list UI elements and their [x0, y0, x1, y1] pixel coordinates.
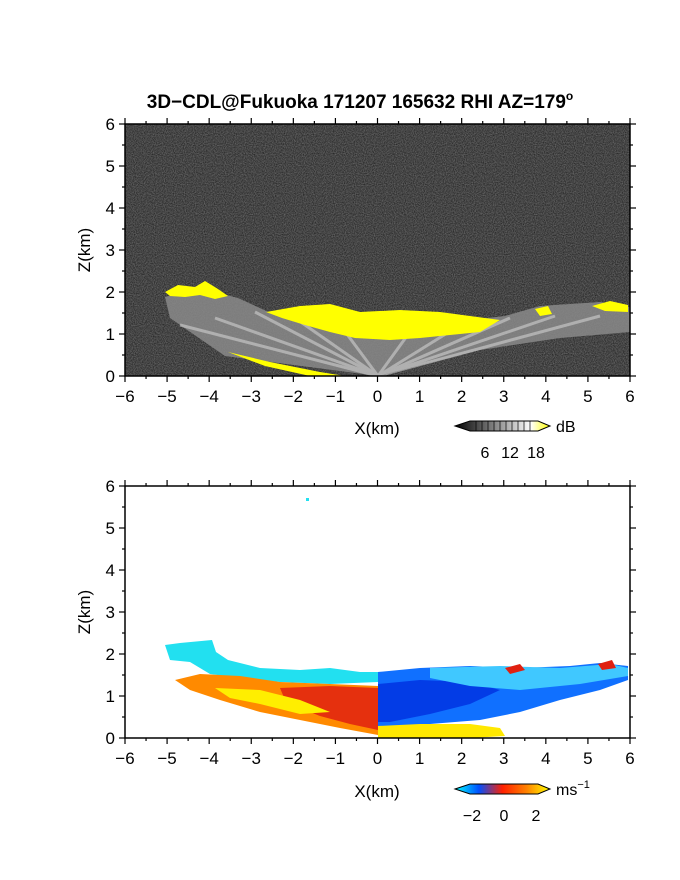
colorbar-tick: 6: [481, 445, 490, 462]
x-tick-label: −1: [326, 387, 345, 406]
red-core: [280, 686, 378, 730]
x-tick-label: 3: [499, 387, 508, 406]
axis-ticks: [119, 118, 636, 382]
x-tick-label: 5: [583, 387, 592, 406]
red-right-patch: [598, 660, 616, 670]
x-tick-label: 1: [415, 749, 424, 768]
y-tick-labels: 0 1 2 3 4 5 6: [106, 477, 115, 748]
colorbar-tick: 18: [527, 445, 545, 462]
patch-4km: [535, 306, 552, 316]
y-tick-label: 5: [106, 519, 115, 538]
colorbar-tick: 12: [501, 445, 519, 462]
colorbar-unit: dB: [556, 419, 576, 436]
x-tick-label: 2: [457, 387, 466, 406]
x-tick-label: 3: [499, 749, 508, 768]
light-blue-top: [430, 664, 628, 690]
x-tick-label: −1: [326, 749, 345, 768]
x-tick-label: 2: [457, 749, 466, 768]
reflectivity-colorbar: dB 6 12 18: [453, 419, 576, 462]
isolated-pixel: [306, 498, 309, 501]
x-tick-label: 4: [541, 749, 550, 768]
x-axis-label: X(km): [354, 419, 399, 438]
colorbar-unit: ms−1: [556, 779, 590, 799]
colorbar-tick: 2: [532, 808, 541, 825]
high-intensity-layer: [266, 304, 500, 340]
y-tick-label: 4: [106, 561, 115, 580]
y-tick-label: 2: [106, 645, 115, 664]
cloud-top-patch: [165, 281, 228, 299]
yellow-band: [215, 688, 330, 714]
x-tick-label: −6: [115, 387, 134, 406]
y-tick-label: 1: [106, 325, 115, 344]
x-tick-label: −3: [242, 749, 261, 768]
chart-title: 3D−CDL@Fukuoka 171207 165632 RHI AZ=179o: [147, 89, 574, 113]
x-tick-labels: −6 −5 −4 −3 −2 −1 0 1 2 3 4 5 6: [115, 749, 634, 768]
y-tick-label: 6: [106, 477, 115, 496]
right-edge-patch: [592, 301, 628, 312]
velocity-colorbar: ms−1 −2 0 2: [453, 779, 590, 825]
colorbar-tick: 0: [500, 808, 509, 825]
x-tick-label: 0: [373, 387, 382, 406]
y-tick-label: 3: [106, 241, 115, 260]
y-tick-labels: 0 1 2 3 4 5 6: [106, 115, 115, 386]
cyan-cloud-left: [165, 640, 378, 684]
x-tick-label: −6: [115, 749, 134, 768]
x-tick-label: −2: [284, 387, 303, 406]
x-tick-labels: −6 −5 −4 −3 −2 −1 0 1 2 3 4 5 6: [115, 387, 634, 406]
x-tick-label: −5: [157, 749, 176, 768]
x-tick-label: 5: [583, 749, 592, 768]
y-tick-label: 2: [106, 283, 115, 302]
y-axis-label: Z(km): [75, 228, 94, 272]
x-tick-label: −4: [199, 749, 218, 768]
y-tick-label: 0: [106, 367, 115, 386]
axis-ticks: [119, 480, 636, 744]
y-tick-label: 6: [106, 115, 115, 134]
y-tick-label: 0: [106, 729, 115, 748]
y-axis-label: Z(km): [75, 590, 94, 634]
y-tick-label: 5: [106, 157, 115, 176]
dark-blue-core: [378, 680, 500, 722]
colorbar-tick: −2: [463, 808, 481, 825]
x-tick-label: 0: [373, 749, 382, 768]
x-tick-label: 4: [541, 387, 550, 406]
x-tick-label: −2: [284, 749, 303, 768]
y-tick-label: 1: [106, 687, 115, 706]
x-tick-label: −3: [242, 387, 261, 406]
y-tick-label: 4: [106, 199, 115, 218]
x-tick-label: −4: [199, 387, 218, 406]
x-tick-label: 6: [625, 387, 634, 406]
yellow-ground-strip: [378, 724, 505, 738]
x-axis-label: X(km): [354, 782, 399, 801]
red-upper-patch: [505, 664, 525, 674]
y-tick-label: 3: [106, 603, 115, 622]
x-tick-label: 6: [625, 749, 634, 768]
x-tick-label: 1: [415, 387, 424, 406]
x-tick-label: −5: [157, 387, 176, 406]
